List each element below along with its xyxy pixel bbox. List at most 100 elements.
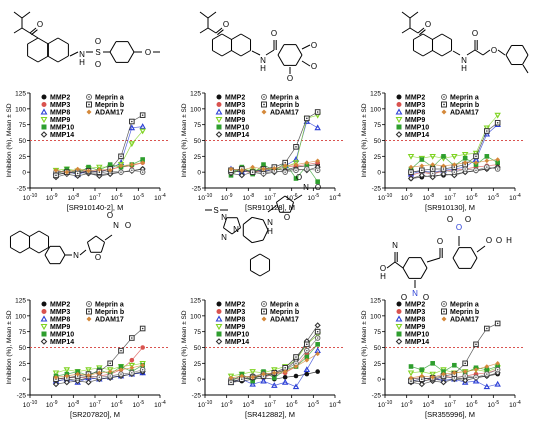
data-point-adam17 — [97, 167, 102, 172]
data-point-adam17 — [64, 169, 70, 175]
bond — [57, 37, 69, 45]
series-adam17 — [53, 362, 145, 380]
bond — [104, 234, 113, 241]
data-point-mmp8 — [494, 380, 501, 387]
data-point-mmp10 — [419, 157, 425, 162]
bond — [422, 50, 433, 57]
data-point-adam17 — [107, 369, 113, 374]
x-tick-label: 10-4 — [509, 400, 521, 409]
data-point-mepb-dot — [453, 166, 456, 168]
data-point-mmp14 — [107, 170, 114, 178]
bond — [522, 45, 529, 56]
bond — [289, 202, 295, 213]
data-point-mmp2 — [315, 369, 320, 374]
y-axis-label: Inhibition (%), Mean ± SD — [361, 103, 368, 177]
y-tick-label: 75 — [194, 329, 202, 336]
x-tick-label: 10-9 — [46, 400, 58, 409]
legend-label-mmp2: MMP2 — [405, 95, 425, 102]
legend-label-mmp14: MMP14 — [225, 132, 249, 139]
data-point-mmp10 — [315, 342, 320, 347]
atom-label: S — [95, 48, 100, 57]
legend-label-mmp14: MMP14 — [405, 132, 429, 139]
bond — [217, 29, 224, 36]
data-point-mepb-dot — [306, 117, 308, 120]
bond — [301, 44, 311, 50]
data-point-mepb-dot — [109, 362, 111, 365]
legend-label-mmp14: MMP14 — [50, 339, 74, 346]
bond — [284, 195, 294, 203]
bond — [79, 249, 87, 256]
data-point-mepa-dot — [475, 169, 477, 172]
data-point-mmp14 — [63, 379, 70, 386]
data-point-mepa-dot — [496, 168, 499, 170]
data-point-mmp10 — [272, 375, 277, 381]
data-point-adam17 — [430, 162, 435, 167]
data-point-mmp9 — [52, 370, 60, 377]
atom-label: N — [221, 233, 227, 242]
legend-label-adam17: ADAM17 — [95, 317, 124, 324]
legend-marker-mmp10 — [216, 124, 222, 130]
data-point-adam17 — [140, 362, 145, 368]
data-point-adam17 — [250, 374, 255, 380]
data-point-mepa-dot — [120, 171, 122, 173]
data-point-mepb-dot — [131, 337, 133, 339]
data-point-mepa-dot — [306, 349, 308, 352]
y-tick-label: 25 — [19, 361, 27, 368]
bond — [240, 33, 251, 40]
x-tick-label: 10-8 — [67, 400, 79, 409]
data-point-adam17 — [75, 166, 80, 172]
data-point-mepb-dot — [475, 343, 477, 346]
bond — [276, 195, 286, 203]
legend-marker-mmp9 — [215, 116, 223, 124]
legend-marker-adam17 — [86, 316, 92, 322]
data-point-mmp8 — [281, 378, 289, 385]
legend-marker-mepa-dot — [88, 96, 90, 98]
data-point-mmp9 — [483, 125, 491, 132]
data-point-mmp14 — [462, 169, 469, 176]
x-tick-label: 10-5 — [307, 400, 319, 409]
bond — [29, 230, 40, 237]
y-tick-label: 50 — [194, 345, 202, 352]
data-point-mmp9 — [227, 373, 235, 380]
data-point-mepa-dot — [295, 169, 297, 172]
bond — [231, 50, 242, 57]
data-point-mmp9 — [128, 362, 136, 369]
bond — [109, 41, 117, 53]
y-tick-label: -25 — [192, 186, 202, 193]
bond — [426, 257, 441, 263]
atom-label: N — [113, 221, 119, 230]
legend-label-mmp9: MMP9 — [405, 117, 425, 124]
data-point-mmp9 — [63, 367, 71, 374]
data-point-mmp10 — [304, 163, 310, 169]
legend-marker-mepa-dot — [443, 303, 445, 305]
data-point-adam17 — [228, 166, 234, 172]
legend-label-mmp14: MMP14 — [225, 339, 249, 346]
atom-label: N — [73, 251, 79, 260]
atom-label: O — [37, 20, 43, 29]
data-point-mmp9 — [451, 153, 458, 160]
legend-marker-mmp9 — [395, 116, 403, 124]
y-tick-label: 75 — [19, 122, 27, 129]
y-tick-label: 0 — [22, 377, 26, 384]
bond — [452, 257, 460, 269]
y-tick-label: 0 — [377, 170, 381, 177]
y-tick-label: 125 — [15, 91, 26, 98]
data-point-mmp10 — [293, 176, 299, 181]
legend-marker-mmp14 — [40, 131, 48, 138]
legend-marker-mmp10 — [396, 124, 402, 130]
data-point-mmp9 — [271, 367, 278, 374]
data-point-adam17 — [315, 351, 320, 357]
bond — [44, 254, 51, 264]
bond — [47, 37, 59, 45]
data-point-mmp2 — [282, 374, 288, 380]
atom-label: N — [260, 56, 266, 65]
data-point-adam17 — [53, 167, 59, 173]
data-point-mmp8 — [128, 124, 136, 131]
y-tick-label: -25 — [372, 186, 382, 193]
data-point-mmp10 — [430, 361, 435, 366]
